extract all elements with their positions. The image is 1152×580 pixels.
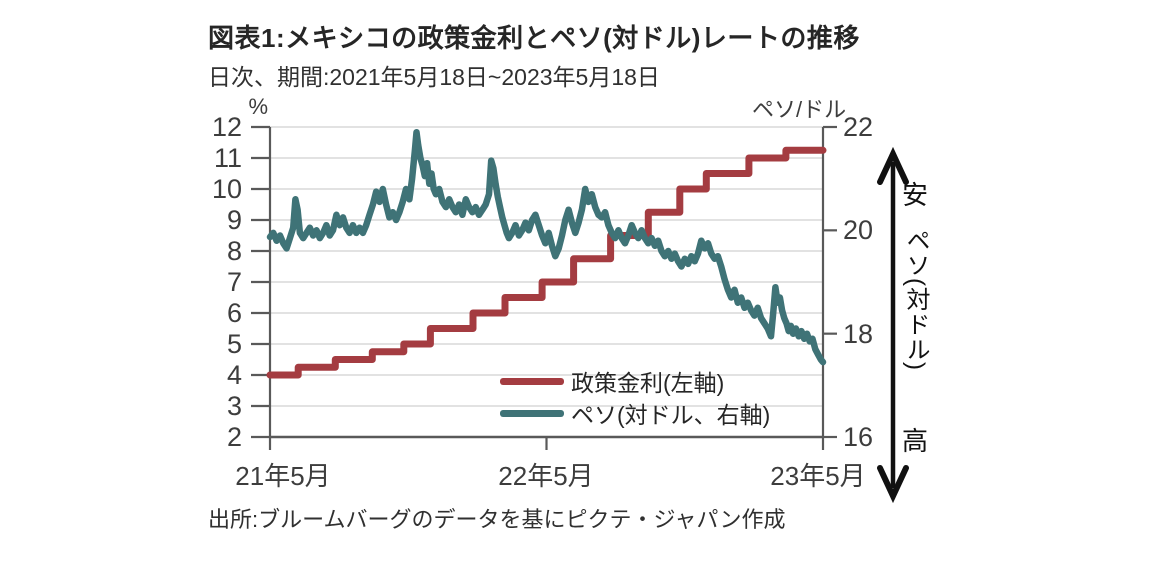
annotation-peso-strong: 高 — [902, 426, 929, 456]
left-axis-tick-label: 8 — [226, 236, 242, 266]
left-axis-tick-label: 7 — [226, 267, 242, 297]
x-axis-tick-label: 21年5月 — [235, 461, 331, 491]
source-note: 出所:ブルームバーグのデータを基にピクテ・ジャパン作成 — [208, 507, 786, 532]
right-axis-tick-label: 20 — [843, 215, 874, 246]
right-axis-tick-label: 16 — [843, 422, 874, 452]
left-axis-unit-label: % — [248, 94, 268, 119]
series-line-policy-rate — [266, 146, 827, 379]
right-axis-tick-label: 18 — [843, 318, 874, 349]
left-axis-tick-label: 5 — [226, 329, 242, 359]
x-axis-tick-label: 23年5月 — [770, 461, 866, 491]
page-title: 図表1:メキシコの政策金利とペソ(対ドル)レートの推移 — [208, 23, 860, 53]
left-axis-tick-label: 2 — [226, 422, 242, 452]
right-axis-tick-label: 22 — [843, 112, 874, 142]
chart-subtitle: 日次、期間:2021年5月18日~2023年5月18日 — [208, 64, 660, 90]
left-axis-tick-label: 9 — [226, 205, 242, 235]
series-line-peso — [266, 128, 827, 366]
legend-label-policy-rate: 政策金利(左軸) — [571, 370, 725, 396]
x-axis-tick-label: 22年5月 — [498, 461, 594, 491]
peso-direction-arrow-icon — [877, 146, 909, 504]
annotation-peso-weak: 安 — [902, 180, 929, 210]
left-axis-tick-label: 6 — [226, 298, 242, 328]
legend-swatch-policy-rate — [500, 377, 564, 385]
left-axis-tick-label: 12 — [211, 112, 242, 142]
right-axis-unit-label: ペソ/ドル — [752, 97, 847, 122]
legend-item-peso: ペソ(対ドル、右軸) — [500, 396, 770, 430]
annotation-peso-axis-label: ペソ(対ドル) — [902, 228, 929, 371]
left-axis-tick-label: 11 — [213, 143, 242, 173]
legend-swatch-peso — [500, 409, 564, 417]
left-axis-tick-label: 4 — [226, 360, 242, 390]
legend-item-policy-rate: 政策金利(左軸) — [500, 364, 724, 398]
left-axis-tick-label: 3 — [226, 391, 242, 421]
left-axis-tick-label: 10 — [211, 174, 242, 204]
legend-label-peso: ペソ(対ドル、右軸) — [571, 402, 771, 428]
